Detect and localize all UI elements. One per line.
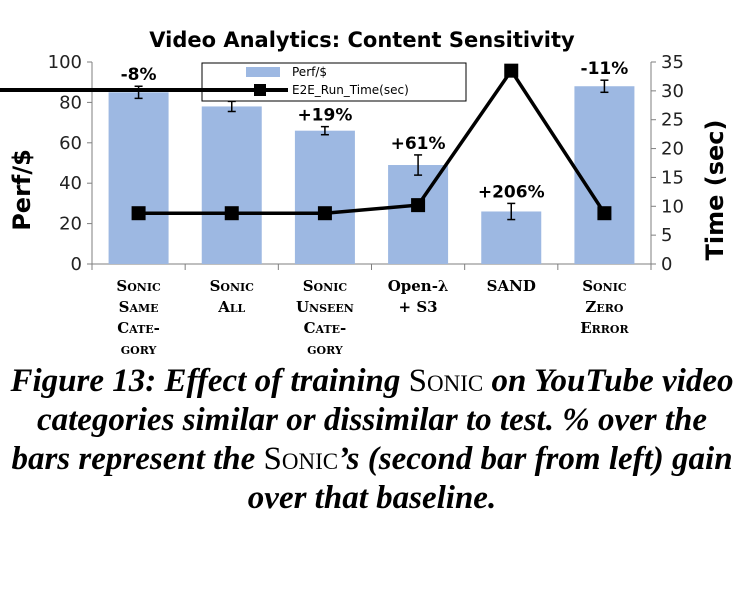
y-tick-label-right: 20	[661, 139, 684, 160]
x-category-label: Error	[580, 319, 629, 337]
bar	[294, 130, 355, 264]
chart: Video Analytics: Content Sensitivity 0 20…	[0, 28, 729, 358]
legend-line-marker	[254, 84, 266, 96]
bar	[574, 86, 635, 265]
legend-label-line: E2E_Run_Time(sec)	[292, 83, 409, 97]
x-category-label: All	[217, 298, 245, 316]
bar	[108, 92, 169, 264]
y-tick-label-left: 60	[59, 133, 82, 154]
x-category-label: Cate-	[304, 319, 347, 337]
y-tick-label-right: 0	[661, 254, 672, 275]
data-label: +206%	[478, 182, 545, 202]
y-tick-label-left: 40	[59, 173, 82, 194]
bar	[388, 165, 449, 264]
y-tick-label-left: 0	[71, 254, 82, 275]
x-category-label: Sonic	[116, 277, 161, 295]
y-axis-label-left: Perf/$	[8, 149, 36, 231]
caption-sonic-1: Sonic	[408, 363, 484, 399]
data-label: -11%	[581, 59, 629, 79]
line-point	[504, 63, 519, 78]
y-tick-label-right: 25	[661, 110, 684, 131]
y-tick-label-right: 15	[661, 167, 684, 188]
caption-text-3: ’s (second bar from left) gain over that…	[247, 441, 733, 516]
x-category-label: Zero	[585, 298, 623, 316]
line-point	[597, 206, 612, 221]
x-category-label: Sonic	[582, 277, 627, 295]
x-category-label: Cate-	[117, 319, 160, 337]
y-axis-label-right: Time (sec)	[701, 120, 729, 261]
line-point	[411, 198, 426, 213]
line-series-time	[138, 67, 606, 215]
x-category-label: Open-λ	[388, 277, 449, 295]
caption-sonic-2: Sonic	[263, 441, 339, 477]
y-tick-label-left: 100	[48, 52, 82, 73]
y-tick-label-left: 20	[59, 214, 82, 235]
legend: Perf/$ E2E_Run_Time(sec)	[0, 62, 467, 102]
y-tick-label-right: 30	[661, 81, 684, 102]
x-category-label: SAND	[487, 277, 536, 295]
bar	[201, 106, 262, 264]
plot-area: 0 20 40 60 80 100 0 5 10 15 20 25 30 35 -8% +19% +61% +20…	[48, 52, 684, 358]
x-category-label: gory	[121, 340, 157, 358]
line-point	[317, 206, 332, 221]
x-category-label: Sonic	[210, 277, 255, 295]
data-label: -8%	[121, 65, 157, 85]
x-category-label: Unseen	[296, 298, 354, 316]
line-point	[224, 206, 239, 221]
y-tick-label-right: 5	[661, 225, 672, 246]
legend-label-bars: Perf/$	[292, 65, 327, 79]
caption-text-1: Figure 13: Effect of training	[10, 363, 409, 399]
x-category-label: Sonic	[303, 277, 348, 295]
x-category-label: gory	[307, 340, 343, 358]
data-label: +19%	[297, 106, 352, 126]
y-tick-label-right: 10	[661, 196, 684, 217]
y-tick-label-left: 80	[59, 92, 82, 113]
x-category-label: Same	[119, 298, 159, 316]
line-point	[131, 206, 146, 221]
figure-caption: Figure 13: Effect of training Sonic on Y…	[4, 362, 740, 518]
legend-bar-swatch	[246, 67, 280, 77]
x-category-label: + S3	[399, 298, 438, 316]
caption-text-2: on YouTube video categories similar or d…	[11, 363, 734, 477]
data-label: +61%	[391, 134, 446, 154]
y-tick-label-right: 35	[661, 52, 684, 73]
chart-title: Video Analytics: Content Sensitivity	[149, 28, 575, 52]
